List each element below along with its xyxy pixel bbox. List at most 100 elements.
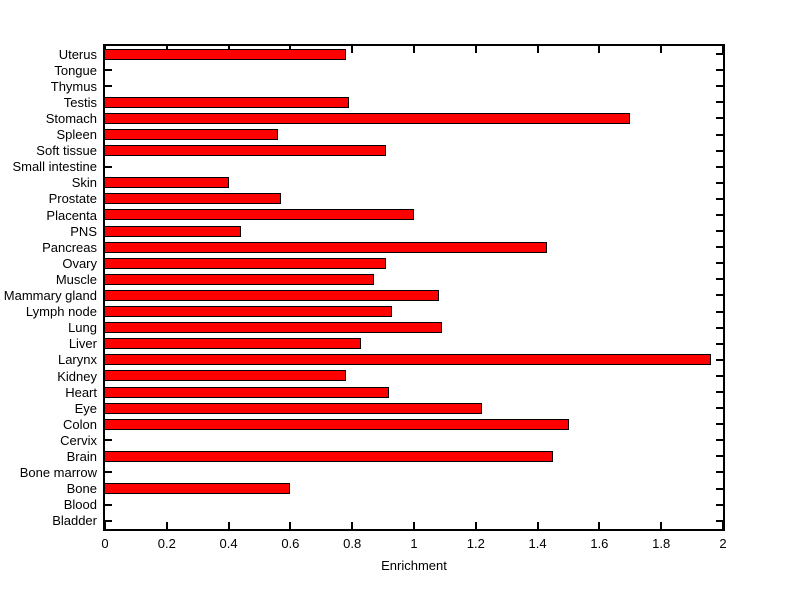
y-tick-right bbox=[716, 391, 723, 394]
bar-kidney bbox=[105, 370, 347, 382]
y-tick-right bbox=[716, 133, 723, 136]
bar-colon bbox=[105, 418, 569, 430]
category-row bbox=[105, 336, 723, 352]
category-row bbox=[105, 78, 723, 94]
y-tick-right bbox=[716, 213, 723, 216]
x-tick-bottom bbox=[413, 522, 415, 529]
x-tick-bottom bbox=[351, 522, 354, 529]
category-row bbox=[105, 464, 723, 480]
y-category-label: Small intestine bbox=[12, 159, 97, 175]
y-category-label: Testis bbox=[63, 94, 97, 110]
x-tick-top bbox=[660, 46, 663, 53]
category-row bbox=[105, 384, 723, 400]
y-tick-right bbox=[716, 310, 723, 313]
bar-spleen bbox=[105, 129, 279, 141]
y-category-label: Muscle bbox=[55, 271, 97, 287]
bar-heart bbox=[105, 386, 390, 398]
zero-bar-tongue bbox=[105, 69, 112, 72]
y-category-label: Uterus bbox=[58, 46, 97, 62]
y-category-label: Spleen bbox=[56, 127, 97, 143]
x-tick-bottom bbox=[474, 522, 477, 529]
zero-bar-cervix bbox=[105, 439, 112, 442]
y-tick-right bbox=[716, 278, 723, 281]
category-row bbox=[105, 352, 723, 368]
y-category-label: Lymph node bbox=[25, 304, 97, 320]
category-row bbox=[105, 126, 723, 142]
category-row bbox=[105, 62, 723, 78]
x-tick-label: 1.2 bbox=[466, 536, 485, 551]
y-tick-right bbox=[716, 455, 723, 458]
y-tick-right bbox=[716, 471, 723, 474]
x-tick-top bbox=[536, 46, 539, 53]
x-tick-top bbox=[722, 46, 724, 53]
bar-placenta bbox=[105, 209, 414, 221]
y-category-label: Ovary bbox=[62, 255, 97, 271]
category-row bbox=[105, 287, 723, 303]
bar-bone bbox=[105, 483, 291, 495]
x-tick-top bbox=[598, 46, 601, 53]
y-tick-right bbox=[716, 487, 723, 490]
x-tick-bottom bbox=[722, 522, 724, 529]
bar-prostate bbox=[105, 193, 282, 205]
y-category-label: Pancreas bbox=[42, 239, 97, 255]
y-tick-right bbox=[716, 374, 723, 377]
category-row bbox=[105, 368, 723, 384]
category-row bbox=[105, 271, 723, 287]
x-tick-label: 0.8 bbox=[343, 536, 362, 551]
category-row bbox=[105, 497, 723, 513]
bar-stomach bbox=[105, 112, 631, 124]
x-tick-label: 1.8 bbox=[652, 536, 671, 551]
y-category-label: Bone marrow bbox=[19, 465, 97, 481]
x-tick-bottom bbox=[598, 522, 601, 529]
y-tick-right bbox=[716, 117, 723, 120]
x-tick-top bbox=[413, 46, 415, 53]
y-tick-right bbox=[716, 246, 723, 249]
y-category-label: Bladder bbox=[52, 513, 97, 529]
y-tick-right bbox=[716, 149, 723, 152]
category-row bbox=[105, 110, 723, 126]
bar-pancreas bbox=[105, 241, 547, 253]
x-tick-bottom bbox=[227, 522, 230, 529]
y-tick-right bbox=[716, 262, 723, 265]
y-category-label: Kidney bbox=[57, 368, 97, 384]
y-tick-right bbox=[716, 407, 723, 410]
y-category-label: Bone bbox=[66, 481, 97, 497]
zero-bar-thymus bbox=[105, 85, 112, 88]
y-category-label: Soft tissue bbox=[36, 143, 97, 159]
zero-bar-bone-marrow bbox=[105, 471, 112, 474]
bar-skin bbox=[105, 177, 229, 189]
category-row bbox=[105, 223, 723, 239]
x-tick-label: 0 bbox=[101, 536, 109, 551]
bar-pns bbox=[105, 225, 241, 237]
y-tick-right bbox=[716, 53, 723, 56]
category-row bbox=[105, 191, 723, 207]
category-row bbox=[105, 143, 723, 159]
bar-uterus bbox=[105, 48, 347, 60]
bar-brain bbox=[105, 450, 554, 462]
y-category-label: Brain bbox=[66, 449, 97, 465]
x-tick-bottom bbox=[165, 522, 168, 529]
y-category-label: Liver bbox=[68, 336, 97, 352]
y-tick-right bbox=[716, 69, 723, 72]
y-tick-right bbox=[716, 197, 723, 200]
bar-muscle bbox=[105, 273, 374, 285]
y-tick-right bbox=[716, 230, 723, 233]
plot-area bbox=[103, 44, 725, 531]
y-tick-right bbox=[716, 439, 723, 442]
y-category-label: Placenta bbox=[46, 207, 97, 223]
category-row bbox=[105, 207, 723, 223]
category-row bbox=[105, 239, 723, 255]
category-row bbox=[105, 46, 723, 62]
y-tick-right bbox=[716, 519, 723, 522]
category-row bbox=[105, 175, 723, 191]
x-axis-title: Enrichment bbox=[381, 558, 447, 573]
category-row bbox=[105, 304, 723, 320]
bar-soft-tissue bbox=[105, 145, 387, 157]
y-category-label: PNS bbox=[70, 223, 97, 239]
x-tick-label: 0.2 bbox=[157, 536, 176, 551]
y-tick-right bbox=[716, 165, 723, 168]
category-row bbox=[105, 320, 723, 336]
y-category-label: Stomach bbox=[45, 110, 97, 126]
category-row bbox=[105, 400, 723, 416]
